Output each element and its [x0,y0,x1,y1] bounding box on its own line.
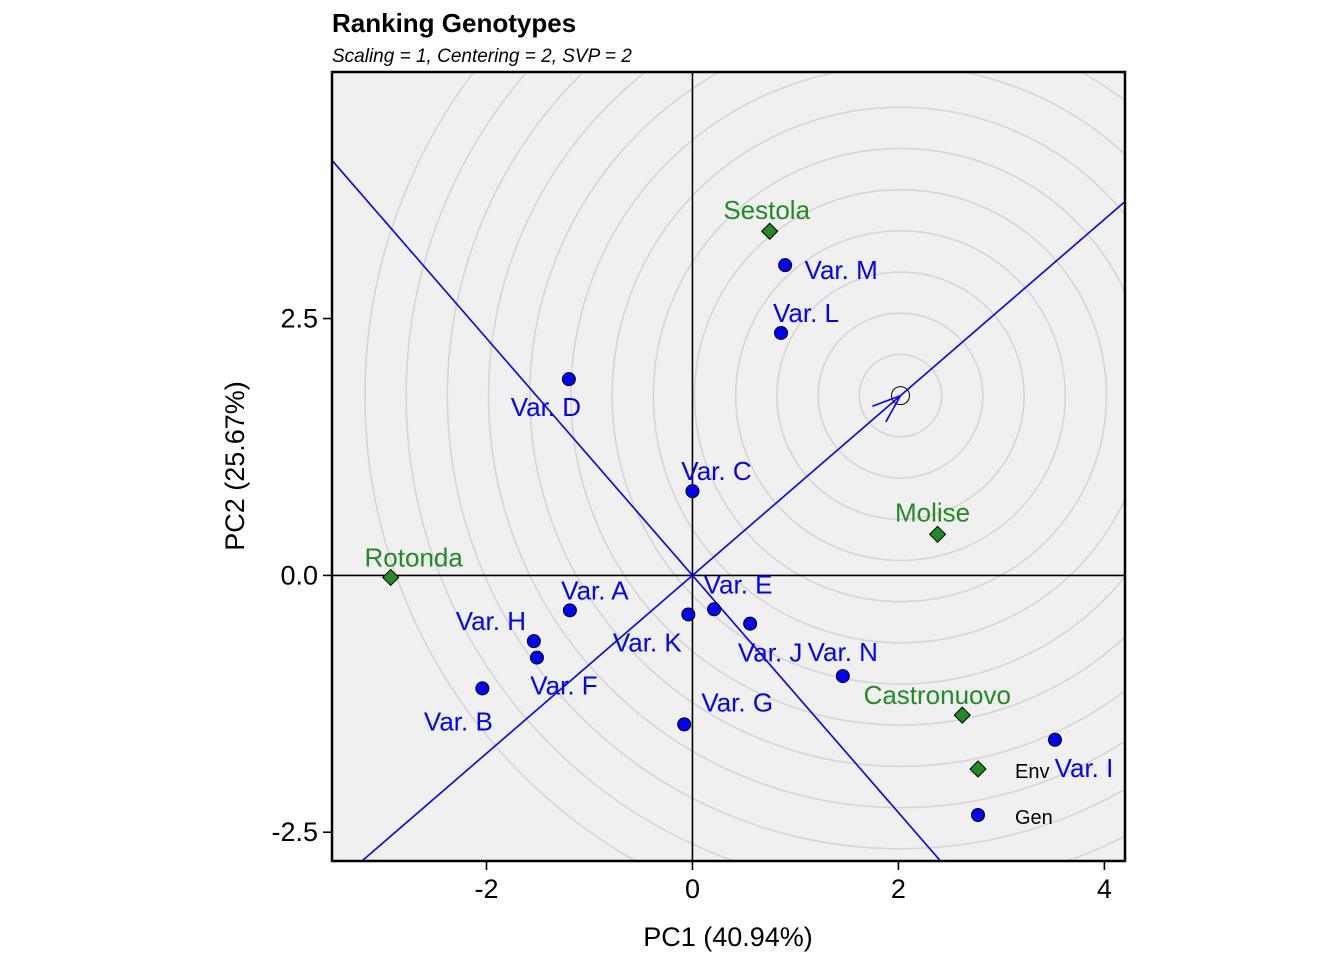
gen-marker-var-d [561,372,576,387]
concentric-circle-4 [734,230,1067,562]
legend-gen-key [971,808,985,822]
legend: Env Gen [969,760,1053,829]
gen-marker-var-h [526,634,541,649]
plot-panel-border [330,70,1127,863]
gen-marker-var-i [1047,732,1062,747]
point-label-var-h: Var. H [456,606,526,636]
point-label-var-b: Var. B [424,706,493,736]
gen-marker-var-f [529,650,544,665]
gen-marker-var-b [475,681,490,696]
concentric-circle-2 [817,312,984,479]
chart-title: Ranking Genotypes [332,8,576,38]
x-tick-label: -2 [474,874,498,904]
gen-marker-var-c [685,484,700,499]
ideal-point-arrowhead [872,394,903,423]
x-axis-label: PC1 (40.94%) [643,922,813,952]
concentric-circle-8 [570,72,1125,726]
ideal-point-marker [890,386,910,406]
point-label-var-d: Var. D [511,392,581,422]
point-label-var-a: Var. A [561,575,629,605]
point-label-var-e: Var. E [704,569,773,599]
concentric-circle-6 [652,147,1125,644]
x-tick-label: 0 [685,874,700,904]
point-label-var-l: Var. L [773,298,839,328]
point-label-var-n: Var. N [808,637,878,667]
y-tick-label: -2.5 [271,817,318,847]
concentric-circle-12 [405,72,1125,861]
gen-marker-var-l [774,325,789,340]
gen-marker-var-g [677,717,692,732]
chart-subtitle: Scaling = 1, Centering = 2, SVP = 2 [332,46,632,67]
concentric-circle-5 [693,188,1108,603]
point-label-rotonda: Rotonda [365,542,464,572]
legend-env-key [969,760,987,778]
legend-label-gen: Gen [1015,807,1053,829]
point-label-var-i: Var. I [1055,753,1114,783]
axes: -2 0 2 4 -2.5 0.0 2.5 [271,304,1111,904]
env-marker-castronuovo [953,706,971,724]
point-label-sestola: Sestola [723,195,810,225]
point-label-var-g: Var. G [701,687,773,717]
point-label-castronuovo: Castronuovo [864,680,1011,710]
point-label-var-j: Var. J [738,638,803,668]
x-tick-label: 2 [891,874,906,904]
point-label-var-c: Var. C [681,456,751,486]
x-tick-label: 4 [1097,874,1112,904]
legend-label-env: Env [1015,761,1049,783]
y-axis-label: PC2 (25.67%) [220,381,250,551]
env-marker-sestola [760,222,779,240]
env-marker-rotonda [381,568,400,587]
concentric-circle-9 [529,72,1125,768]
gen-marker-var-n [835,669,850,684]
gen-marker-var-e [707,602,722,617]
point-label-var-m: Var. M [805,255,878,285]
gen-marker-var-a [562,603,577,618]
concentric-circle-1 [858,353,943,438]
gen-marker-var-j [743,616,758,631]
concentric-circle-3 [776,271,1025,520]
gen-marker-var-m [778,258,793,273]
point-label-var-f: Var. F [530,671,597,701]
concentric-circle-10 [487,72,1125,809]
point-label-molise: Molise [895,497,970,527]
gen-marker-var-k [681,607,696,622]
concentric-circle-7 [611,106,1125,685]
y-tick-label: 2.5 [280,304,318,334]
y-tick-label: 0.0 [280,560,318,590]
concentric-circle-11 [446,72,1125,850]
env-marker-molise [928,525,947,544]
plot-panel-background [332,72,1125,861]
point-label-var-k: Var. K [613,627,683,657]
concentric-circle-13 [364,72,638,861]
